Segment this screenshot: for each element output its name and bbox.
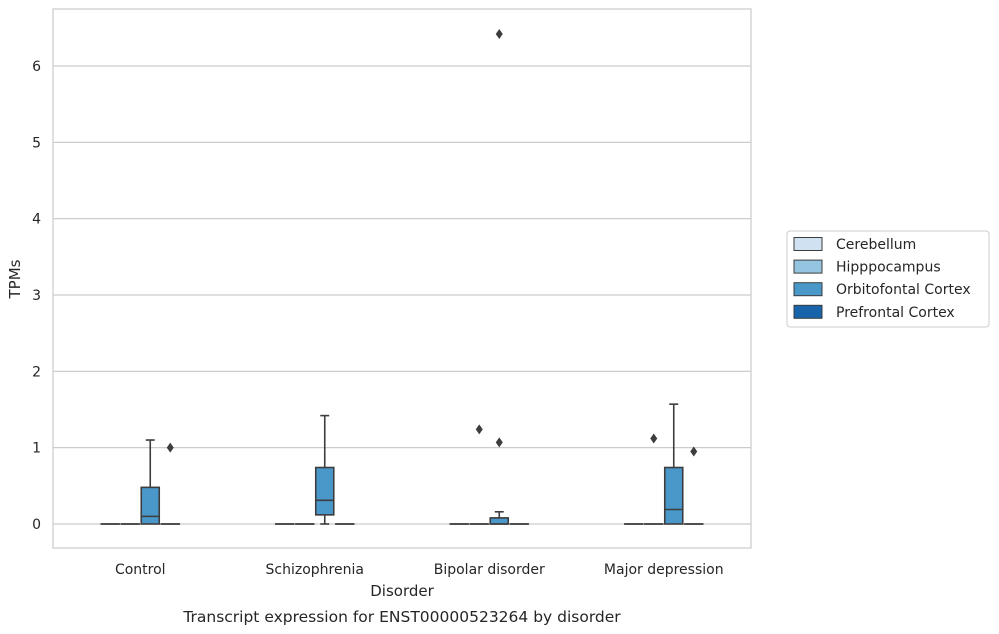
box-0-3 — [160, 442, 181, 525]
y-tick-label-5: 5 — [32, 135, 41, 151]
legend: Cerebellum Hipppocampus Orbitofontal Corte… — [786, 230, 990, 328]
outlier-point — [495, 437, 503, 448]
legend-swatch-0 — [793, 237, 823, 251]
x-tick-label-3: Major depression — [604, 562, 724, 578]
box-plots — [100, 28, 704, 525]
y-tick-label-3: 3 — [32, 288, 41, 304]
legend-label-2: Orbitofontal Cortex — [836, 282, 971, 298]
y-tick-label-4: 4 — [32, 212, 41, 228]
y-tick-label-0: 0 — [32, 517, 41, 533]
legend-swatch-2 — [793, 282, 823, 297]
chart-caption: Transcript expression for ENST0000052326… — [182, 608, 621, 626]
box-rect — [489, 517, 510, 525]
legend-label-1: Hipppocampus — [836, 260, 941, 276]
y-tick-label-1: 1 — [32, 441, 41, 457]
box-2-2 — [489, 28, 510, 525]
box-rect — [314, 466, 335, 516]
x-tick-labels: Control Schizophrenia Bipolar disorder Majo… — [115, 562, 724, 578]
plot-frame — [52, 8, 752, 549]
legend-frame — [786, 230, 990, 328]
y-tick-label-2: 2 — [32, 364, 41, 380]
outlier-point — [475, 424, 483, 435]
outlier-point — [495, 28, 503, 39]
box-0-2 — [140, 439, 161, 525]
y-tick-label-6: 6 — [32, 59, 41, 75]
y-axis-label: TPMs — [6, 259, 24, 299]
x-axis-label: Disorder — [370, 582, 434, 600]
x-tick-label-2: Bipolar disorder — [434, 562, 545, 578]
box-3-3 — [683, 446, 704, 525]
box-3-1 — [643, 433, 664, 525]
y-tick-labels: 0 1 2 3 4 5 6 — [32, 59, 41, 533]
legend-swatch-1 — [793, 259, 823, 274]
box-3-2 — [663, 403, 684, 525]
x-tick-label-0: Control — [115, 562, 166, 578]
legend-swatch-3 — [793, 304, 823, 319]
legend-entries: Cerebellum Hipppocampus Orbitofontal Corte… — [793, 237, 971, 321]
outlier-point — [166, 442, 174, 453]
box-rect — [140, 486, 161, 525]
legend-label-0: Cerebellum — [836, 237, 916, 253]
box-1-2 — [314, 414, 335, 525]
x-tick-label-1: Schizophrenia — [266, 562, 364, 578]
outlier-point — [690, 446, 698, 457]
box-rect — [663, 466, 684, 525]
legend-label-3: Prefrontal Cortex — [836, 305, 955, 321]
outlier-point — [650, 433, 658, 444]
plot-background — [53, 9, 751, 548]
box-2-1 — [469, 424, 490, 525]
